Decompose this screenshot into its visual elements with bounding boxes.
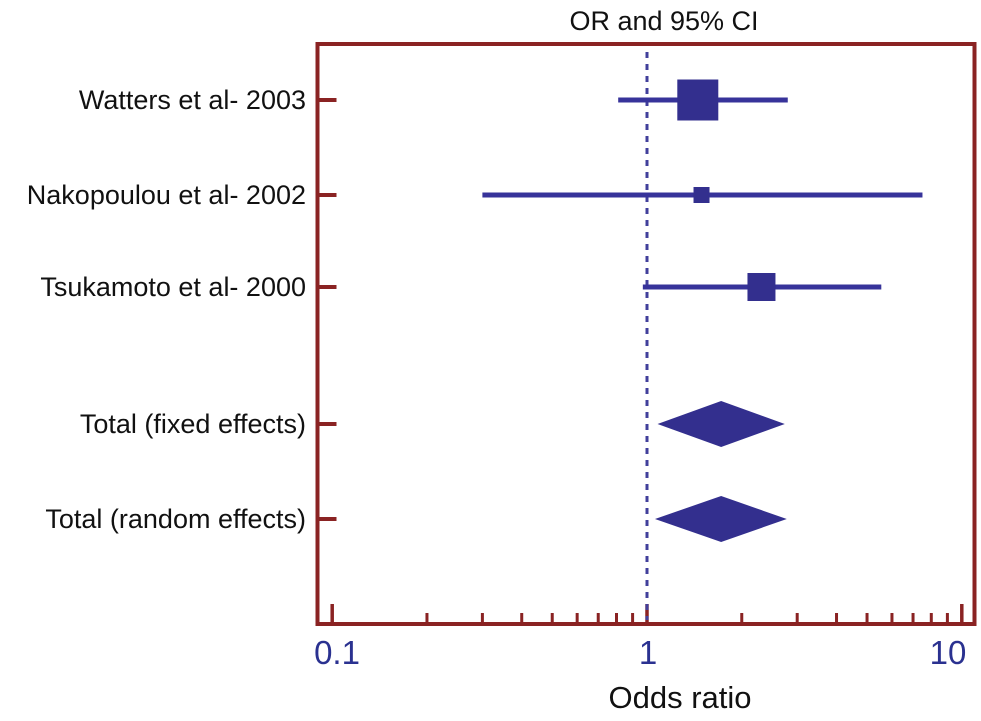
row-label-watters: Watters et al- 2003 bbox=[78, 85, 306, 115]
row-label-total-random: Total (random effects) bbox=[45, 504, 306, 534]
x-axis-label: Odds ratio bbox=[608, 680, 752, 715]
row-label-nakopoulou: Nakopoulou et al- 2002 bbox=[26, 180, 306, 210]
row-label-tsukamoto: Tsukamoto et al- 2000 bbox=[40, 272, 306, 302]
chart-title: OR and 95% CI bbox=[569, 6, 759, 36]
row-label-total-fixed: Total (fixed effects) bbox=[79, 409, 306, 439]
x-tick-label-1: 1 bbox=[638, 634, 658, 671]
x-tick-label-0-1: 0.1 bbox=[314, 634, 360, 671]
x-tick-label-10: 10 bbox=[929, 634, 967, 671]
